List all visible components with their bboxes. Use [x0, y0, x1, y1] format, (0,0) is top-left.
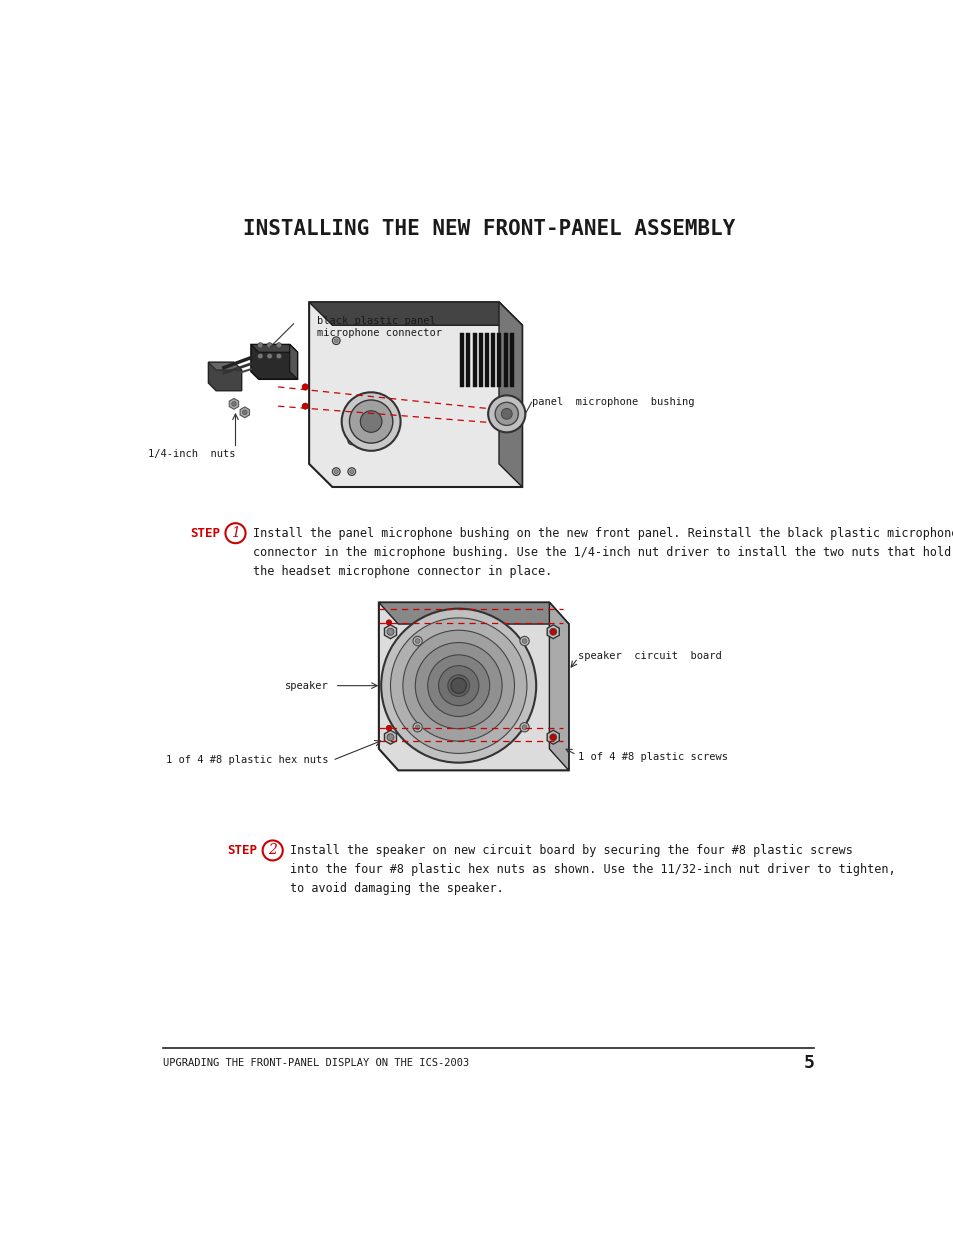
Circle shape — [276, 342, 281, 348]
Circle shape — [257, 342, 263, 348]
Circle shape — [350, 438, 354, 442]
Circle shape — [413, 636, 422, 646]
Circle shape — [242, 410, 247, 415]
Circle shape — [500, 409, 512, 419]
Polygon shape — [503, 333, 507, 387]
Polygon shape — [309, 303, 521, 487]
Polygon shape — [290, 345, 297, 379]
Text: Install the panel microphone bushing on the new front panel. Reinstall the black: Install the panel microphone bushing on … — [253, 527, 953, 578]
Text: 1: 1 — [231, 526, 240, 540]
Polygon shape — [251, 345, 297, 379]
Circle shape — [348, 437, 355, 445]
Circle shape — [348, 468, 355, 475]
Circle shape — [402, 630, 514, 741]
Text: UPGRADING THE FRONT-PANEL DISPLAY ON THE ICS-2003: UPGRADING THE FRONT-PANEL DISPLAY ON THE… — [163, 1058, 469, 1068]
Circle shape — [381, 609, 536, 763]
Circle shape — [386, 620, 392, 625]
Circle shape — [332, 337, 340, 345]
Polygon shape — [459, 333, 464, 387]
Circle shape — [262, 841, 282, 861]
Circle shape — [415, 642, 501, 729]
Circle shape — [334, 338, 337, 342]
Circle shape — [334, 469, 337, 473]
Circle shape — [267, 353, 272, 359]
Circle shape — [349, 400, 393, 443]
Text: 5: 5 — [802, 1053, 814, 1072]
Polygon shape — [240, 406, 250, 417]
Circle shape — [549, 629, 557, 635]
Circle shape — [257, 353, 263, 359]
Polygon shape — [309, 303, 521, 325]
Polygon shape — [478, 333, 482, 387]
Circle shape — [350, 469, 354, 473]
Polygon shape — [466, 333, 470, 387]
Circle shape — [413, 722, 422, 732]
Polygon shape — [208, 362, 241, 390]
Circle shape — [415, 725, 419, 730]
Circle shape — [447, 674, 469, 697]
Polygon shape — [484, 333, 488, 387]
Circle shape — [550, 735, 556, 740]
Text: speaker: speaker — [284, 680, 328, 690]
Circle shape — [495, 403, 517, 425]
Circle shape — [387, 734, 394, 741]
Circle shape — [390, 618, 526, 753]
Circle shape — [302, 384, 308, 390]
Text: 1 of 4 #8 plastic hex nuts: 1 of 4 #8 plastic hex nuts — [166, 756, 328, 766]
Polygon shape — [251, 345, 297, 352]
Circle shape — [415, 638, 419, 643]
Text: STEP: STEP — [190, 526, 220, 540]
Polygon shape — [384, 625, 396, 638]
Circle shape — [488, 395, 525, 432]
Polygon shape — [378, 603, 568, 771]
Circle shape — [360, 411, 381, 432]
Text: STEP: STEP — [227, 844, 257, 857]
Circle shape — [427, 655, 489, 716]
Text: INSTALLING THE NEW FRONT-PANEL ASSEMBLY: INSTALLING THE NEW FRONT-PANEL ASSEMBLY — [242, 219, 735, 240]
Text: 2: 2 — [268, 844, 277, 857]
Text: black plastic panel
microphone connector: black plastic panel microphone connector — [316, 316, 441, 337]
Circle shape — [519, 722, 529, 732]
Polygon shape — [491, 333, 495, 387]
Polygon shape — [208, 362, 241, 370]
Circle shape — [267, 342, 272, 348]
Polygon shape — [229, 399, 238, 409]
Polygon shape — [384, 730, 396, 745]
Circle shape — [386, 725, 392, 731]
Polygon shape — [509, 333, 513, 387]
Circle shape — [332, 468, 340, 475]
Polygon shape — [497, 333, 500, 387]
Polygon shape — [498, 303, 521, 487]
Circle shape — [276, 353, 281, 359]
Circle shape — [341, 393, 400, 451]
Circle shape — [302, 403, 308, 409]
Polygon shape — [549, 603, 568, 771]
Circle shape — [521, 725, 526, 730]
Circle shape — [438, 666, 478, 705]
Polygon shape — [547, 625, 558, 638]
Circle shape — [451, 678, 466, 693]
Polygon shape — [378, 603, 568, 624]
Circle shape — [519, 636, 529, 646]
Text: 1 of 4 #8 plastic screws: 1 of 4 #8 plastic screws — [578, 752, 727, 762]
Text: Install the speaker on new circuit board by securing the four #8 plastic screws
: Install the speaker on new circuit board… — [290, 845, 895, 895]
Text: speaker  circuit  board: speaker circuit board — [578, 651, 721, 662]
Circle shape — [387, 629, 394, 635]
Polygon shape — [547, 730, 558, 745]
Circle shape — [225, 524, 245, 543]
Circle shape — [521, 638, 526, 643]
Text: panel  microphone  bushing: panel microphone bushing — [531, 398, 694, 408]
Text: 1/4-inch  nuts: 1/4-inch nuts — [148, 448, 235, 459]
Circle shape — [549, 734, 557, 741]
Circle shape — [232, 401, 236, 406]
Circle shape — [550, 629, 556, 635]
Polygon shape — [472, 333, 476, 387]
